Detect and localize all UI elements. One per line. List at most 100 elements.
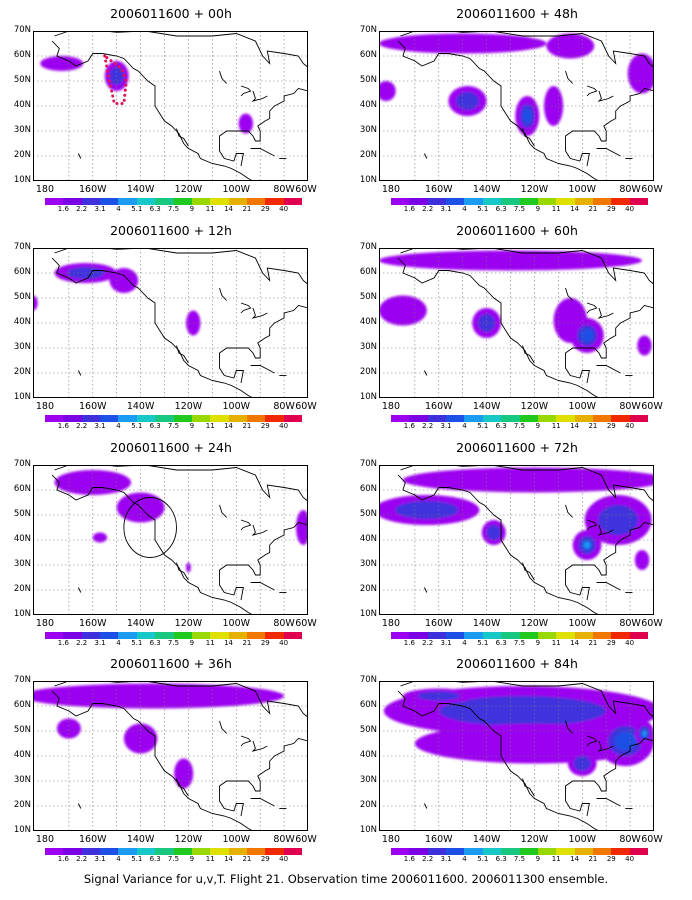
lon-tick-label: 140W bbox=[126, 618, 155, 629]
colorbar-swatch bbox=[100, 415, 119, 422]
colorbar-label: 29 bbox=[260, 855, 270, 863]
lat-tick-label: 30N bbox=[13, 125, 31, 135]
colorbar-label: 40 bbox=[279, 422, 289, 430]
colorbar-label: 2.2 bbox=[422, 855, 434, 863]
colorbar-swatch bbox=[464, 198, 483, 205]
colorbar-label: 9 bbox=[189, 855, 195, 863]
colorbar-swatch bbox=[173, 848, 192, 855]
colorbar-label: 14 bbox=[570, 205, 580, 213]
lon-tick-label: 160W bbox=[79, 184, 107, 195]
colorbar bbox=[391, 415, 649, 422]
colorbar-label: 40 bbox=[279, 855, 289, 863]
lat-tick-label: 30N bbox=[359, 342, 377, 352]
colorbar-swatch bbox=[191, 198, 211, 205]
colorbar-label: 14 bbox=[570, 422, 580, 430]
lat-tick-label: 40N bbox=[13, 100, 31, 110]
variance-blob bbox=[40, 56, 84, 71]
lon-tick-label: 140W bbox=[126, 401, 155, 412]
variance-blob bbox=[92, 532, 108, 543]
colorbar-swatch bbox=[283, 415, 303, 422]
lat-tick-label: 20N bbox=[13, 584, 31, 594]
lat-tick-label: 30N bbox=[13, 342, 31, 352]
lon-tick-label: 140W bbox=[472, 834, 501, 845]
colorbar-swatch bbox=[118, 848, 137, 855]
colorbar-label: 9 bbox=[189, 639, 195, 647]
colorbar-swatch bbox=[191, 415, 211, 422]
colorbar-swatch bbox=[409, 632, 428, 639]
colorbar-label: 29 bbox=[606, 855, 616, 863]
colorbar-label: 2.2 bbox=[76, 422, 88, 430]
colorbar-label: 4 bbox=[116, 422, 121, 430]
map-panel bbox=[33, 681, 308, 831]
colorbar-label: 6.3 bbox=[495, 639, 507, 647]
colorbar-swatch bbox=[556, 198, 575, 205]
colorbar-swatch bbox=[265, 415, 284, 422]
colorbar-swatch bbox=[81, 415, 101, 422]
colorbar-label: 1.6 bbox=[403, 422, 415, 430]
colorbar-label: 6.3 bbox=[149, 422, 161, 430]
colorbar-label: 1.6 bbox=[57, 855, 69, 863]
colorbar-label: 40 bbox=[279, 639, 289, 647]
colorbar-swatch bbox=[136, 848, 156, 855]
colorbar-swatch bbox=[537, 198, 557, 205]
colorbar-swatch bbox=[501, 848, 520, 855]
panel-title: 2006011600 + 72h bbox=[456, 440, 578, 455]
lat-tick-label: 60N bbox=[13, 267, 31, 277]
colorbar-swatch bbox=[265, 848, 284, 855]
lon-tick-label: 80W bbox=[273, 618, 295, 629]
colorbar-label: 6.3 bbox=[495, 855, 507, 863]
colorbar-label: 6.3 bbox=[149, 205, 161, 213]
colorbar-label: 11 bbox=[551, 855, 561, 863]
colorbar-label: 1.6 bbox=[403, 855, 415, 863]
colorbar-swatch bbox=[446, 632, 465, 639]
colorbar-swatch bbox=[136, 632, 156, 639]
colorbar-label: 6.3 bbox=[495, 205, 507, 213]
lat-tick-label: 60N bbox=[359, 484, 377, 494]
colorbar-swatch bbox=[556, 632, 575, 639]
colorbar-swatch bbox=[173, 198, 192, 205]
colorbar-swatch bbox=[592, 415, 612, 422]
lat-tick-label: 20N bbox=[13, 367, 31, 377]
coastlines bbox=[397, 31, 654, 181]
variance-blob bbox=[296, 510, 308, 545]
colorbar-label: 9 bbox=[535, 205, 541, 213]
colorbar-swatch bbox=[464, 848, 483, 855]
colorbar-swatch bbox=[118, 198, 137, 205]
colorbar-label: 3.1 bbox=[94, 422, 106, 430]
colorbar-label: 5.1 bbox=[131, 855, 143, 863]
colorbar-swatch bbox=[574, 415, 593, 422]
colorbar-swatch bbox=[629, 415, 649, 422]
colorbar-label: 6.3 bbox=[149, 639, 161, 647]
coastlines bbox=[51, 465, 308, 615]
panel-title: 2006011600 + 48h bbox=[456, 6, 578, 21]
colorbar-swatch bbox=[81, 848, 101, 855]
colorbar-label: 2.2 bbox=[422, 422, 434, 430]
colorbar-swatch bbox=[100, 198, 119, 205]
lon-tick-label: 120W bbox=[174, 618, 203, 629]
colorbar-swatch bbox=[482, 848, 502, 855]
colorbar-label: 21 bbox=[588, 422, 598, 430]
colorbar-label: 14 bbox=[224, 205, 234, 213]
colorbar-label: 1.6 bbox=[57, 639, 69, 647]
lon-tick-label: 120W bbox=[520, 184, 549, 195]
lat-tick-label: 40N bbox=[359, 317, 377, 327]
lon-tick-label: 100W bbox=[568, 618, 597, 629]
colorbar-label: 11 bbox=[551, 205, 561, 213]
colorbar-swatch bbox=[611, 632, 630, 639]
lon-tick-label: 100W bbox=[222, 184, 251, 195]
variance-blob bbox=[238, 113, 253, 134]
colorbar-swatch bbox=[228, 415, 247, 422]
lat-tick-label: 70N bbox=[13, 242, 31, 252]
colorbar-swatch bbox=[136, 415, 156, 422]
colorbar-label: 5.1 bbox=[131, 205, 143, 213]
colorbar-label: 4 bbox=[116, 205, 121, 213]
lon-tick-label: 160W bbox=[425, 834, 453, 845]
colorbar-swatch bbox=[574, 848, 593, 855]
lat-tick-label: 10N bbox=[359, 825, 377, 835]
lon-tick-label: 60W bbox=[295, 618, 317, 629]
colorbar-label: 9 bbox=[535, 422, 541, 430]
panel-title: 2006011600 + 12h bbox=[110, 223, 232, 238]
variance-blob bbox=[109, 268, 139, 293]
colorbar-label: 29 bbox=[606, 422, 616, 430]
colorbar-swatch bbox=[427, 415, 447, 422]
